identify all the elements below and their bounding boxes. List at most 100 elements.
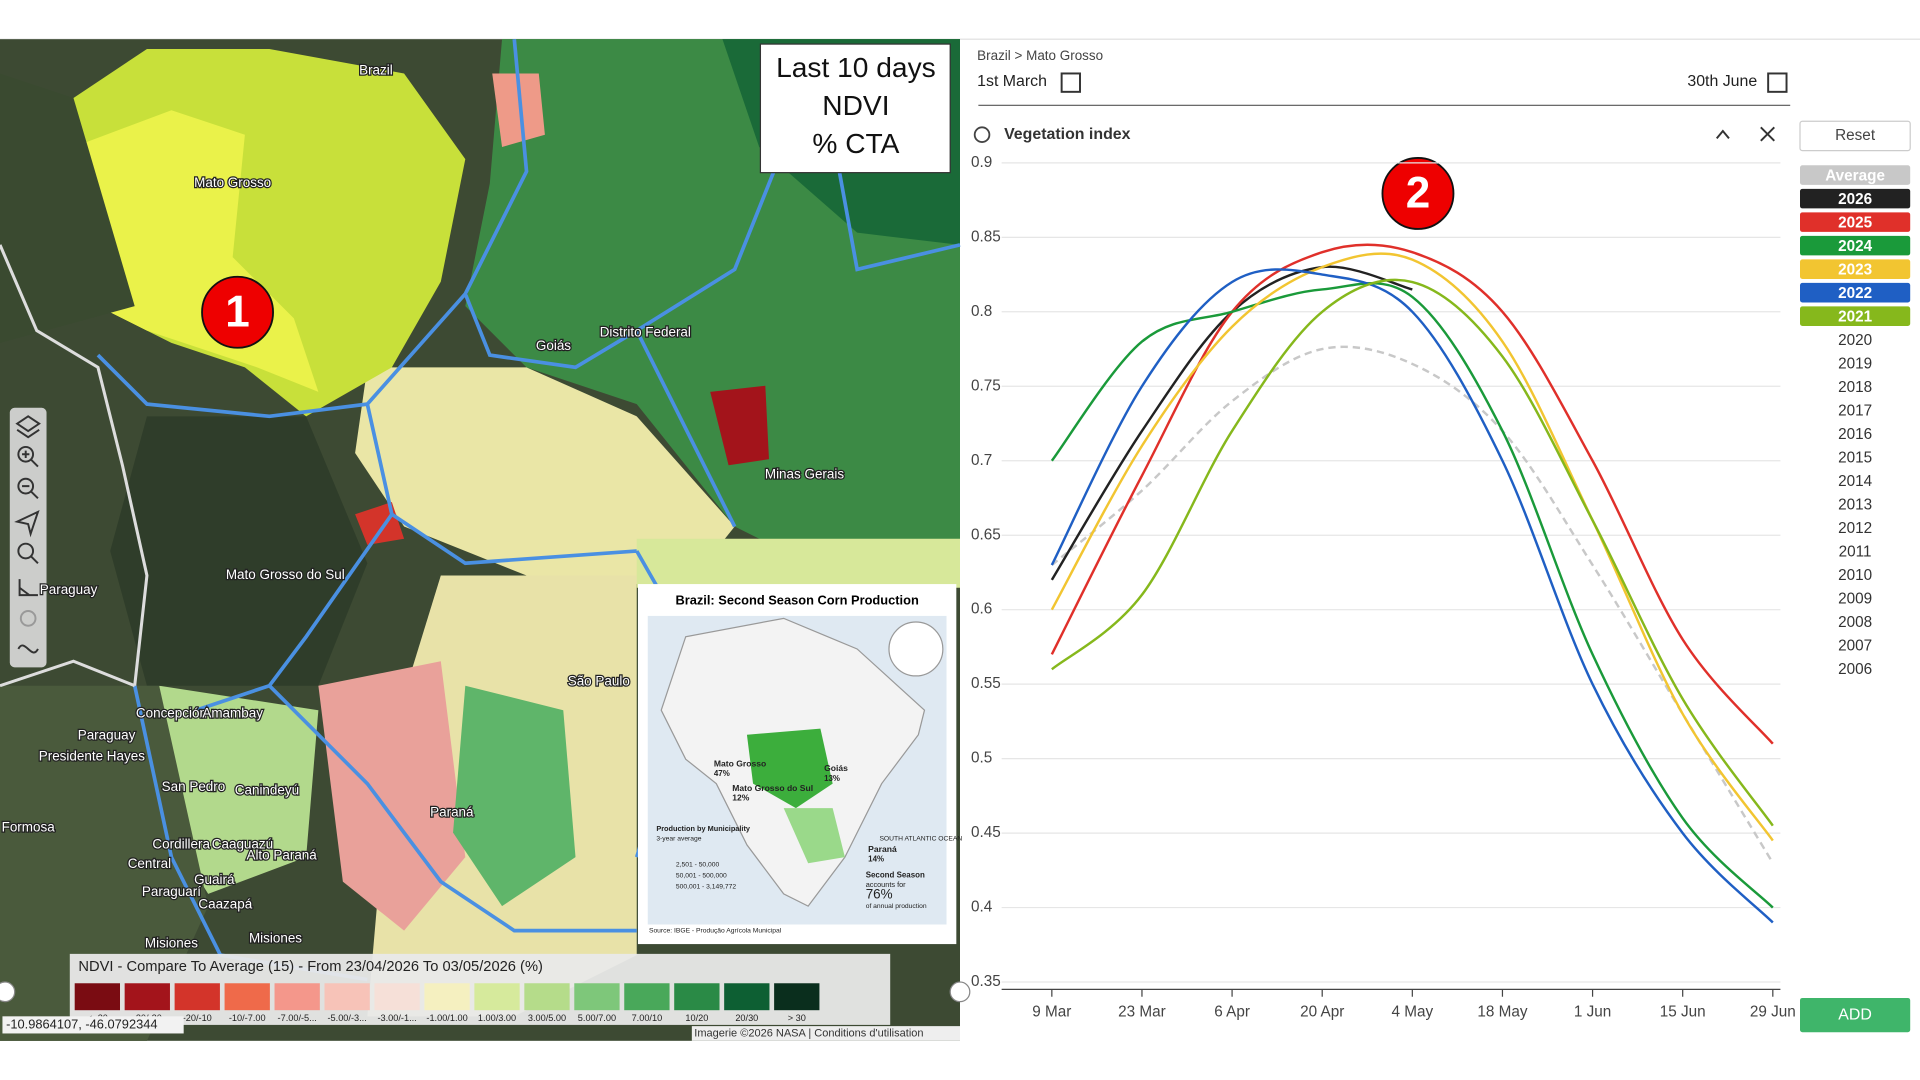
inset-text: 14% <box>868 855 884 864</box>
legend-bin-label: 7.00/10 <box>632 1013 663 1023</box>
legend-swatch <box>524 983 570 1011</box>
legend-year[interactable]: 2009 <box>1838 591 1872 608</box>
inset-production <box>746 728 833 809</box>
inset-text: 500,001 - 3,149,772 <box>676 883 736 890</box>
chart: 0.35 0.4 0.45 0.5 0.55 0.6 0.65 0.7 0.75 0.8 0.85 0… <box>971 154 1911 1021</box>
map-label: Formosa <box>2 819 56 834</box>
end-calendar[interactable] <box>1767 72 1788 93</box>
series-line <box>1050 252 1774 842</box>
map[interactable] <box>0 39 961 1041</box>
breadcrumb[interactable]: Brazil > Mato Grosso <box>977 48 1103 63</box>
legend-year[interactable]: 2015 <box>1838 449 1872 466</box>
draw-button[interactable] <box>17 644 39 654</box>
collapse-button[interactable] <box>1715 129 1730 139</box>
legend-year[interactable]: 2017 <box>1838 402 1872 419</box>
legend-year[interactable]: 2012 <box>1838 520 1872 537</box>
overlay-line: Last 10 days <box>776 52 936 83</box>
legend-year[interactable]: 2013 <box>1838 497 1872 514</box>
measure-button[interactable] <box>18 579 38 597</box>
x-tick-label: 1 Jun <box>1574 1004 1611 1021</box>
inset-text: 13% <box>824 774 840 783</box>
legend-year[interactable]: 2010 <box>1838 567 1872 584</box>
zoom-in-button[interactable] <box>17 445 35 463</box>
coordinates: -10.9864107, -46.0792344 <box>6 1016 157 1031</box>
inset-text: Second Season <box>866 871 925 880</box>
region <box>0 73 135 343</box>
map-label: Mato Grosso <box>194 175 271 190</box>
y-tick-label: 0.8 <box>971 303 992 320</box>
y-tick-label: 0.65 <box>971 526 1001 543</box>
start-calendar[interactable] <box>1060 72 1081 93</box>
legend-swatch <box>74 983 120 1011</box>
legend-year[interactable]: 2018 <box>1838 379 1872 396</box>
legend-item[interactable] <box>1800 306 1911 326</box>
legend-label: 2021 <box>1838 308 1873 325</box>
series-line <box>1050 243 1774 745</box>
map-label: Canindeyú <box>235 783 299 798</box>
legend-item[interactable] <box>1800 188 1911 209</box>
legend-item[interactable] <box>1800 259 1911 279</box>
legend-item[interactable] <box>1800 165 1911 185</box>
inset-title: Brazil: Second Season Corn Production <box>675 593 919 608</box>
gps-button[interactable] <box>19 610 37 627</box>
legend-title: NDVI - Compare To Average (15) - From 23… <box>78 959 543 975</box>
series-line <box>1050 282 1774 909</box>
map-label: Misiones <box>145 936 198 951</box>
inset-text: 12% <box>732 793 750 803</box>
x-tick-label: 29 Jun <box>1750 1004 1796 1021</box>
legend-label: 2025 <box>1838 214 1873 231</box>
close-button[interactable] <box>1760 126 1775 142</box>
legend-year[interactable]: 2007 <box>1838 638 1872 655</box>
scroll-right[interactable] <box>949 981 971 1003</box>
legend-year[interactable]: 2008 <box>1838 614 1872 631</box>
toolbar-bg <box>9 407 47 668</box>
region <box>0 685 209 1041</box>
legend-item[interactable] <box>1800 212 1911 232</box>
inset-text: Mato Grosso do Sul <box>732 783 813 793</box>
legend-year[interactable]: 2019 <box>1838 355 1872 372</box>
legend-year[interactable]: 2016 <box>1838 426 1872 443</box>
panel-title: Vegetation index <box>1004 126 1131 143</box>
map-label: Presidente Hayes <box>39 748 145 763</box>
layers-button[interactable] <box>15 415 41 439</box>
reset-button[interactable] <box>1799 120 1911 152</box>
overlay-text: Last 10 days NDVI % CTA <box>776 52 936 159</box>
map-label: Cordillera <box>152 836 210 851</box>
legend-bin-label: -20/-10 <box>183 1013 212 1023</box>
map-label: Paraguay <box>40 582 98 597</box>
map-label: Guairá <box>194 872 235 887</box>
map-label: Caazapá <box>198 896 252 911</box>
attribution-bg <box>691 1026 960 1041</box>
map-label: Minas Gerais <box>765 467 845 482</box>
legend-label: Average <box>1825 167 1885 184</box>
series-line <box>1051 278 1774 827</box>
legend-label: 2023 <box>1838 261 1872 278</box>
locate-button[interactable] <box>14 509 40 538</box>
map-label: Mato Grosso do Sul <box>226 567 345 582</box>
legend-bin-label: -1.00/1.00 <box>426 1013 467 1023</box>
legend-bin-label: 20/30 <box>735 1013 758 1023</box>
legend-year[interactable]: 2011 <box>1839 544 1872 561</box>
series-line <box>1050 265 1413 581</box>
legend-swatch <box>124 983 170 1011</box>
overlay-line: % CTA <box>812 128 899 159</box>
legend-year[interactable]: 2006 <box>1838 661 1872 678</box>
marker-number: 2 <box>1406 169 1431 218</box>
search-button[interactable] <box>17 542 35 560</box>
zoom-out-button[interactable] <box>17 477 35 495</box>
add-label: ADD <box>1838 1006 1872 1023</box>
end-date[interactable]: 30th June <box>1687 73 1757 90</box>
start-date[interactable]: 1st March <box>977 73 1047 90</box>
region <box>110 416 368 686</box>
legend-item[interactable] <box>1800 235 1911 256</box>
marker-circle <box>1381 157 1455 230</box>
legend-item[interactable] <box>1800 282 1911 303</box>
add-button[interactable] <box>1800 997 1911 1033</box>
legend-year[interactable]: 2014 <box>1838 473 1873 490</box>
scroll-left[interactable] <box>0 981 16 1003</box>
inset-text: 3-year average <box>656 836 701 843</box>
legend-swatch <box>224 983 270 1011</box>
legend-year[interactable]: 2020 <box>1838 332 1872 349</box>
inset-globe <box>888 621 944 677</box>
